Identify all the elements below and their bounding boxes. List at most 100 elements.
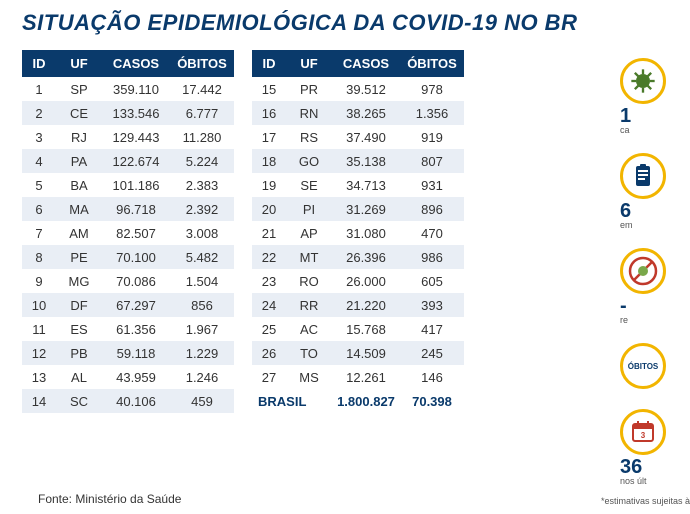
cell-casos: 14.509 xyxy=(332,341,400,365)
cell-uf: AP xyxy=(286,221,332,245)
cell-obitos: 245 xyxy=(400,341,464,365)
cell-casos: 31.269 xyxy=(332,197,400,221)
col-id: ID xyxy=(22,50,56,77)
table-row: 2CE133.5466.777 xyxy=(22,101,234,125)
cell-obitos: 986 xyxy=(400,245,464,269)
cell-id: 16 xyxy=(252,101,286,125)
col-id: ID xyxy=(252,50,286,77)
table-row: 14SC40.106459 xyxy=(22,389,234,413)
table-row: 23RO26.000605 xyxy=(252,269,464,293)
stat-no-virus: - re xyxy=(620,248,690,325)
cell-casos: 35.138 xyxy=(332,149,400,173)
svg-text:3: 3 xyxy=(641,431,646,440)
cell-obitos: 470 xyxy=(400,221,464,245)
cell-id: 19 xyxy=(252,173,286,197)
table-row: 1SP359.11017.442 xyxy=(22,77,234,101)
cell-uf: TO xyxy=(286,341,332,365)
tables-container: ID UF CASOS ÓBITOS 1SP359.11017.4422CE13… xyxy=(0,44,690,413)
cell-casos: 67.297 xyxy=(102,293,170,317)
cell-casos: 39.512 xyxy=(332,77,400,101)
cell-id: 14 xyxy=(22,389,56,413)
cell-obitos: 896 xyxy=(400,197,464,221)
cell-id: 20 xyxy=(252,197,286,221)
cell-id: 21 xyxy=(252,221,286,245)
cell-uf: GO xyxy=(286,149,332,173)
cell-id: 24 xyxy=(252,293,286,317)
cell-casos: 82.507 xyxy=(102,221,170,245)
cell-id: 7 xyxy=(22,221,56,245)
cell-obitos: 919 xyxy=(400,125,464,149)
cell-casos: 43.959 xyxy=(102,365,170,389)
cell-casos: 21.220 xyxy=(332,293,400,317)
cell-obitos: 17.442 xyxy=(170,77,234,101)
cell-id: 27 xyxy=(252,365,286,389)
table-right: ID UF CASOS ÓBITOS 15PR39.51297816RN38.2… xyxy=(252,50,464,413)
cell-casos: 15.768 xyxy=(332,317,400,341)
cell-id: 5 xyxy=(22,173,56,197)
cell-obitos: 978 xyxy=(400,77,464,101)
table-row: 6MA96.7182.392 xyxy=(22,197,234,221)
cell-obitos: 605 xyxy=(400,269,464,293)
cell-id: 15 xyxy=(252,77,286,101)
cell-obitos: 1.967 xyxy=(170,317,234,341)
stat-num: 36 xyxy=(620,457,642,477)
cell-obitos: 6.777 xyxy=(170,101,234,125)
table-row: 25AC15.768417 xyxy=(252,317,464,341)
table-row: 20PI31.269896 xyxy=(252,197,464,221)
cell-uf: AC xyxy=(286,317,332,341)
cell-obitos: 931 xyxy=(400,173,464,197)
cell-obitos: 3.008 xyxy=(170,221,234,245)
footnote: *estimativas sujeitas à xyxy=(601,496,690,506)
cell-id: 23 xyxy=(252,269,286,293)
cell-id: 8 xyxy=(22,245,56,269)
cell-casos: 101.186 xyxy=(102,173,170,197)
cell-uf: MS xyxy=(286,365,332,389)
cell-obitos: 5.224 xyxy=(170,149,234,173)
cell-uf: PR xyxy=(286,77,332,101)
cell-uf: PI xyxy=(286,197,332,221)
obitos-icon: ÓBITOS xyxy=(620,343,666,389)
table-row: 4PA122.6745.224 xyxy=(22,149,234,173)
cell-casos: 359.110 xyxy=(102,77,170,101)
cell-id: 12 xyxy=(22,341,56,365)
table-row: 10DF67.297856 xyxy=(22,293,234,317)
cell-obitos: 1.246 xyxy=(170,365,234,389)
table-row: 15PR39.512978 xyxy=(252,77,464,101)
cell-uf: MA xyxy=(56,197,102,221)
cell-obitos: 2.392 xyxy=(170,197,234,221)
cell-casos: 40.106 xyxy=(102,389,170,413)
cell-uf: MT xyxy=(286,245,332,269)
cell-id: 1 xyxy=(22,77,56,101)
table-row: 27MS12.261146 xyxy=(252,365,464,389)
cell-obitos: 393 xyxy=(400,293,464,317)
calendar-icon: 3 xyxy=(620,409,666,455)
col-obitos: ÓBITOS xyxy=(170,50,234,77)
cell-casos: 38.265 xyxy=(332,101,400,125)
total-label: BRASIL xyxy=(252,389,332,413)
stat-cases: 1 ca xyxy=(620,58,690,135)
total-casos: 1.800.827 xyxy=(332,389,400,413)
stat-sub: re xyxy=(620,316,628,325)
cell-obitos: 1.504 xyxy=(170,269,234,293)
table-row: 19SE34.713931 xyxy=(252,173,464,197)
cell-uf: BA xyxy=(56,173,102,197)
cell-uf: SP xyxy=(56,77,102,101)
cell-uf: RS xyxy=(286,125,332,149)
source-label: Fonte: Ministério da Saúde xyxy=(38,492,181,506)
table-row: 24RR21.220393 xyxy=(252,293,464,317)
col-casos: CASOS xyxy=(102,50,170,77)
cell-uf: ES xyxy=(56,317,102,341)
cell-casos: 37.490 xyxy=(332,125,400,149)
cell-casos: 59.118 xyxy=(102,341,170,365)
cell-id: 6 xyxy=(22,197,56,221)
col-obitos: ÓBITOS xyxy=(400,50,464,77)
cell-id: 17 xyxy=(252,125,286,149)
cell-obitos: 1.229 xyxy=(170,341,234,365)
cell-uf: RN xyxy=(286,101,332,125)
cell-casos: 12.261 xyxy=(332,365,400,389)
cell-casos: 122.674 xyxy=(102,149,170,173)
table-row: 13AL43.9591.246 xyxy=(22,365,234,389)
cell-uf: PB xyxy=(56,341,102,365)
cell-id: 3 xyxy=(22,125,56,149)
col-uf: UF xyxy=(286,50,332,77)
